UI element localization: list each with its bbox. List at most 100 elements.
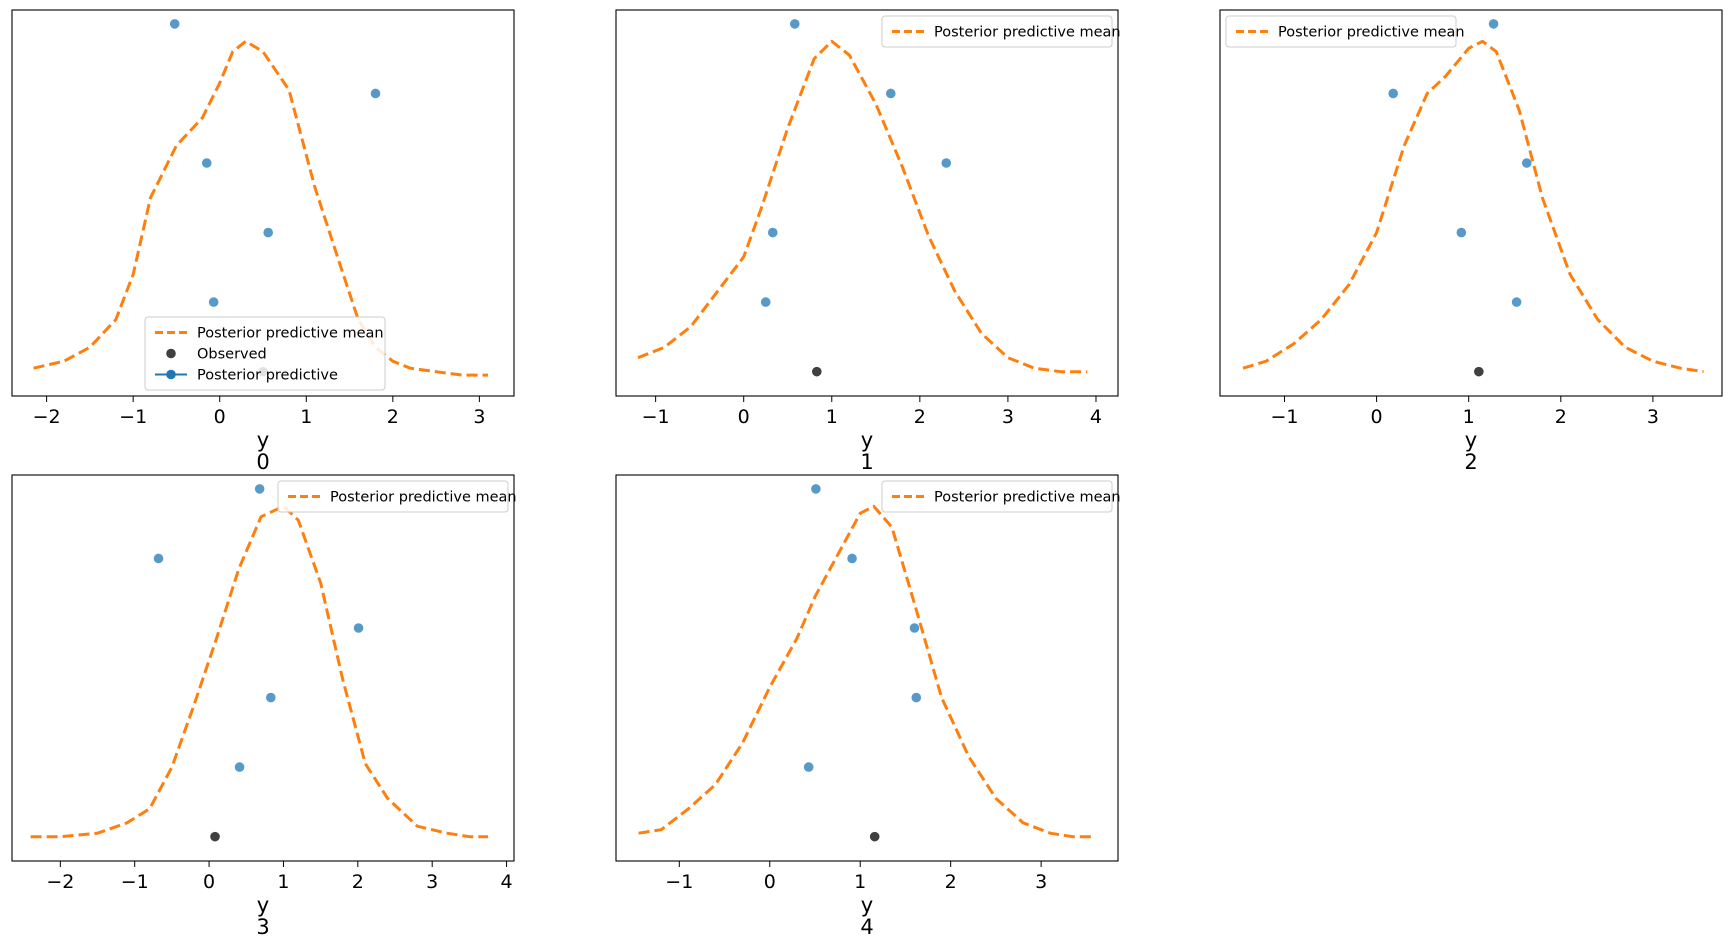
x-tick-label: 1: [277, 871, 289, 893]
x-tick-label: 0: [738, 406, 750, 428]
panel-label: 1: [860, 450, 873, 474]
legend-label-predictive: Posterior predictive: [197, 368, 338, 384]
posterior-predictive-point: [370, 88, 381, 99]
posterior-predictive-mean-line: [638, 504, 1091, 839]
x-axis-label: y: [861, 893, 873, 917]
posterior-predictive-point: [1521, 158, 1532, 168]
legend-label-observed: Observed: [197, 347, 267, 363]
legend: Posterior predictive mean: [1225, 15, 1465, 48]
observed-point: [869, 831, 880, 842]
x-tick-label: 0: [764, 871, 776, 893]
x-tick-label: 0: [214, 406, 226, 428]
x-tick-label: 3: [473, 406, 485, 428]
posterior-predictive-mean-line: [1242, 39, 1704, 374]
legend-label-mean: Posterior predictive mean: [1278, 25, 1465, 41]
posterior-predictive-point: [1488, 19, 1499, 29]
x-tick-label: 4: [501, 871, 513, 893]
posterior-predictive-point: [911, 692, 922, 703]
posterior-predictive-point: [1456, 227, 1467, 238]
plot-frame: [615, 474, 1119, 862]
observed-point: [210, 831, 220, 842]
legend-observed-swatch: [166, 348, 176, 359]
legend-label-mean: Posterior predictive mean: [934, 490, 1121, 506]
posterior-predictive-mean-line: [33, 39, 488, 377]
panel-label: 2: [1464, 450, 1477, 474]
observed-point: [1474, 366, 1484, 377]
legend: Posterior predictive mean: [881, 15, 1121, 48]
x-tick-label: 1: [826, 406, 838, 428]
posterior-predictive-point: [201, 158, 212, 168]
panel-label: 0: [256, 450, 269, 474]
posterior-predictive-point: [254, 484, 265, 494]
x-tick-label: −1: [1270, 406, 1298, 428]
x-tick-label: −1: [121, 871, 149, 893]
posterior-predictive-point: [811, 484, 821, 494]
x-tick-label: 3: [1002, 406, 1014, 428]
posterior-predictive-point: [234, 762, 245, 772]
x-tick-label: 4: [1090, 406, 1102, 428]
x-tick-label: 0: [1371, 406, 1383, 428]
x-axis-label: y: [257, 893, 269, 917]
x-tick-label: 1: [854, 871, 866, 893]
posterior-predictive-point: [169, 19, 180, 29]
posterior-predictive-point: [885, 88, 896, 99]
x-tick-label: 3: [426, 871, 438, 893]
x-tick-label: −1: [642, 406, 670, 428]
plot-frame: [1219, 9, 1723, 397]
posterior-predictive-point: [909, 623, 920, 633]
legend-label-mean: Posterior predictive mean: [197, 326, 384, 342]
x-tick-label: 1: [1463, 406, 1475, 428]
x-tick-label: −1: [119, 406, 147, 428]
posterior-predictive-point: [847, 553, 857, 564]
legend: Posterior predictive mean Observed Posteri…: [144, 316, 386, 391]
x-tick-label: 2: [914, 406, 926, 428]
x-axis-label: y: [1465, 428, 1477, 452]
posterior-predictive-point: [803, 762, 814, 772]
panel-label: 3: [256, 915, 269, 939]
x-axis-label: y: [257, 428, 269, 452]
posterior-predictive-point: [353, 623, 364, 633]
x-tick-label: 2: [352, 871, 364, 893]
legend-box: [881, 480, 1113, 513]
x-tick-label: 1: [300, 406, 312, 428]
x-axis-label: y: [861, 428, 873, 452]
x-tick-label: 3: [1035, 871, 1047, 893]
posterior-predictive-mean-line: [30, 504, 488, 839]
posterior-predictive-point: [1388, 88, 1398, 99]
x-tick-label: −2: [33, 406, 61, 428]
posterior-predictive-point: [789, 19, 800, 29]
legend-box: [1225, 15, 1457, 48]
legend-box: [144, 316, 386, 391]
x-tick-label: −1: [665, 871, 693, 893]
x-tick-label: −2: [46, 871, 74, 893]
posterior-predictive-point: [266, 692, 276, 703]
posterior-predictive-point: [760, 297, 771, 307]
legend-box: [277, 480, 509, 513]
x-tick-label: 2: [387, 406, 399, 428]
legend-label-mean: Posterior predictive mean: [934, 25, 1121, 41]
legend: Posterior predictive mean: [881, 480, 1121, 513]
x-tick-label: 2: [945, 871, 957, 893]
legend-box: [881, 15, 1113, 48]
panel-label: 4: [860, 915, 873, 939]
x-tick-label: 0: [203, 871, 215, 893]
legend: Posterior predictive mean: [277, 480, 517, 513]
plot-frame: [615, 9, 1119, 397]
posterior-predictive-mean-line: [637, 39, 1088, 374]
legend-label-mean: Posterior predictive mean: [330, 490, 517, 506]
posterior-predictive-point: [263, 227, 273, 238]
plot-frame: [11, 474, 515, 862]
posterior-predictive-point: [208, 297, 219, 307]
observed-point: [812, 366, 822, 377]
panel-4: −1 0 1 2 3 y4 Posterior predictive mean: [615, 474, 1121, 939]
posterior-predictive-point: [1511, 297, 1522, 307]
posterior-predictive-point: [153, 553, 164, 564]
legend-predictive-swatch: [166, 369, 176, 380]
x-tick-label: 3: [1647, 406, 1659, 428]
x-tick-label: 2: [1555, 406, 1567, 428]
